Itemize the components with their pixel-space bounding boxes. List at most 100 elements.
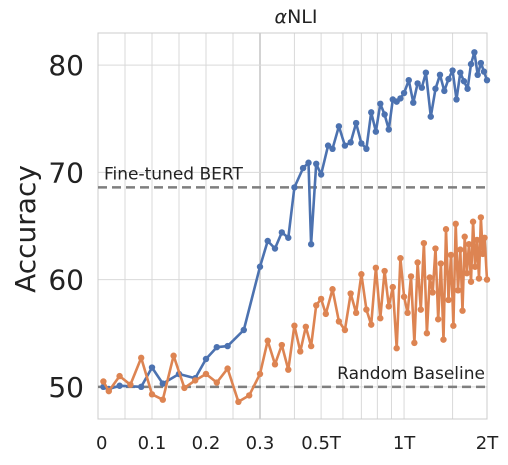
series-point: [422, 69, 430, 76]
series-point: [159, 380, 166, 387]
series-point: [317, 171, 325, 178]
series-point: [434, 316, 442, 323]
series-point: [192, 377, 199, 384]
series-point: [100, 378, 107, 385]
y-tick-label: 60: [48, 264, 84, 297]
series-point: [341, 142, 349, 149]
chart-title-rest: NLI: [287, 6, 317, 28]
series-point: [385, 126, 392, 133]
series-point: [116, 372, 123, 380]
series-point: [256, 370, 264, 378]
series-point: [235, 398, 242, 406]
series-point: [324, 142, 332, 149]
series-point: [454, 287, 462, 294]
series-point: [452, 220, 459, 228]
reference-lines: Fine-tuned BERT Random Baseline: [98, 164, 487, 389]
series-point: [202, 370, 210, 378]
series-point: [271, 245, 279, 252]
series-point: [460, 78, 468, 85]
series-point: [440, 336, 447, 343]
series-point: [463, 269, 471, 277]
series-point: [457, 246, 464, 253]
series-point: [372, 264, 380, 272]
series-point: [469, 218, 477, 225]
series-point: [393, 345, 400, 352]
series-point: [377, 100, 384, 107]
series-point: [322, 310, 330, 318]
series-point: [483, 76, 491, 84]
series-point: [335, 123, 343, 130]
series-point: [313, 160, 320, 168]
series-point: [445, 75, 452, 83]
series-point: [414, 80, 421, 87]
chart-title: αNLI: [275, 6, 318, 28]
series-point: [335, 318, 343, 325]
series-point: [224, 342, 231, 350]
series-point: [400, 89, 408, 97]
plot-frame: [97, 32, 488, 420]
series-point: [148, 391, 156, 398]
series-point: [407, 273, 415, 280]
series-point: [368, 321, 375, 328]
series-point: [148, 364, 156, 371]
series-point: [329, 145, 336, 152]
series-point: [427, 113, 434, 120]
series-point: [457, 69, 464, 76]
series-point: [450, 322, 457, 329]
y-axis-label: Accuracy: [9, 165, 42, 293]
series-point: [441, 87, 448, 95]
series-point: [291, 184, 298, 191]
series-point: [271, 361, 279, 368]
series-point: [377, 315, 384, 322]
series-point: [381, 267, 388, 275]
y-tick-label: 80: [48, 49, 84, 82]
series-point: [481, 234, 488, 241]
series-point: [170, 352, 177, 359]
x-tick-label: 0: [96, 433, 107, 454]
series-point: [358, 271, 365, 278]
series-point: [411, 339, 418, 347]
series-point: [465, 241, 473, 248]
series-point: [474, 71, 481, 79]
series-point: [278, 229, 286, 236]
series-line: [102, 216, 489, 404]
series-point: [471, 263, 479, 270]
series-point: [159, 396, 166, 403]
series-point: [285, 366, 292, 373]
series-point: [429, 289, 436, 296]
series-point: [352, 119, 360, 127]
series-point: [246, 392, 253, 399]
series-point: [347, 290, 354, 297]
series-point: [385, 303, 392, 310]
series-point: [264, 337, 271, 344]
series-point: [313, 302, 320, 309]
series-point: [442, 226, 450, 233]
series-point: [483, 276, 491, 283]
series-point: [299, 164, 307, 172]
series-point: [420, 239, 428, 247]
series-point: [224, 365, 231, 372]
series-point: [461, 233, 468, 240]
series-point: [459, 307, 466, 314]
series-layer: [100, 49, 491, 406]
series-point: [418, 84, 426, 91]
series-point: [363, 145, 370, 152]
series-point: [397, 95, 404, 102]
series-point: [240, 326, 247, 334]
series-point: [436, 71, 444, 79]
x-tick-label: 0.1: [138, 433, 167, 454]
chart-title-greek: α: [275, 6, 288, 28]
series-point: [291, 322, 298, 329]
series-point: [381, 111, 388, 118]
y-tick-label: 50: [48, 371, 84, 404]
series-point: [473, 236, 481, 244]
y-tick-label: 70: [48, 156, 84, 189]
series-point: [105, 387, 113, 395]
series-point: [467, 60, 475, 68]
series-point: [329, 286, 336, 293]
series-point: [358, 140, 365, 147]
series-point: [464, 85, 471, 92]
series-point: [397, 254, 404, 262]
series-point: [372, 128, 380, 135]
